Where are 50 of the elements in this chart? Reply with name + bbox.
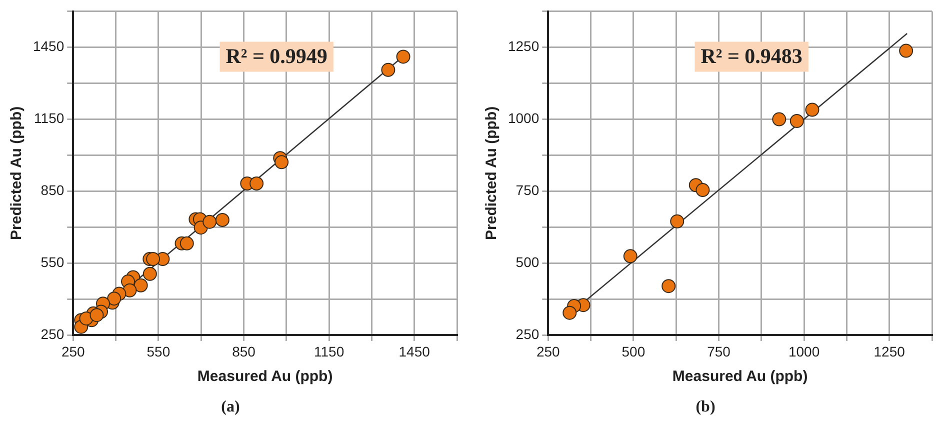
y-tick-label: 1450 [32,38,64,54]
annotation: R² = 0.9949 [226,44,328,68]
y-tick-label: 1150 [34,110,64,126]
y-axis-title: Predicted Au (ppb) [8,106,26,240]
x-tick-label: 1250 [874,343,906,360]
point [662,279,676,294]
x-axis-title: Measured Au (ppb) [197,368,333,385]
point [142,266,157,281]
y-tick-label: 250 [516,326,540,342]
x-tick-label: 750 [707,343,731,360]
point [696,183,710,198]
point [772,112,786,126]
x-tick-label: 250 [536,343,560,360]
point [146,252,160,266]
point [202,214,217,229]
x-tick-label: 1150 [314,343,344,360]
x-tick-label: 550 [146,343,170,360]
text: (b) [696,398,716,416]
point [790,114,804,128]
point [670,214,684,228]
text: (a) [221,398,240,416]
point [79,311,94,326]
x-tick-label: 250 [61,343,86,360]
x-axis-title: Measured Au (ppb) [672,368,808,385]
point [134,278,148,292]
point [805,102,820,117]
point [562,306,577,320]
point [381,62,396,77]
x-tick-label: 1000 [788,343,820,360]
x-tick-label: 1450 [398,343,430,360]
point [90,308,104,322]
y-tick-label: 1000 [508,110,540,126]
point [623,249,638,264]
y-tick-label: 1250 [508,38,540,54]
annotation: R² = 0.9483 [700,44,802,68]
point [215,212,230,227]
point [180,236,194,250]
point [274,155,289,170]
y-tick-label: 850 [40,182,64,198]
y-tick-label: 500 [516,254,540,270]
y-tick-label: 250 [40,326,64,342]
x-tick-label: 850 [232,343,256,360]
point [899,44,914,58]
y-tick-label: 750 [516,182,540,198]
y-axis-title: Predicted Au (ppb) [483,106,500,240]
x-tick-label: 500 [622,343,646,360]
point [107,292,122,306]
point [396,50,410,64]
point [250,176,264,191]
y-tick-label: 550 [40,254,64,270]
